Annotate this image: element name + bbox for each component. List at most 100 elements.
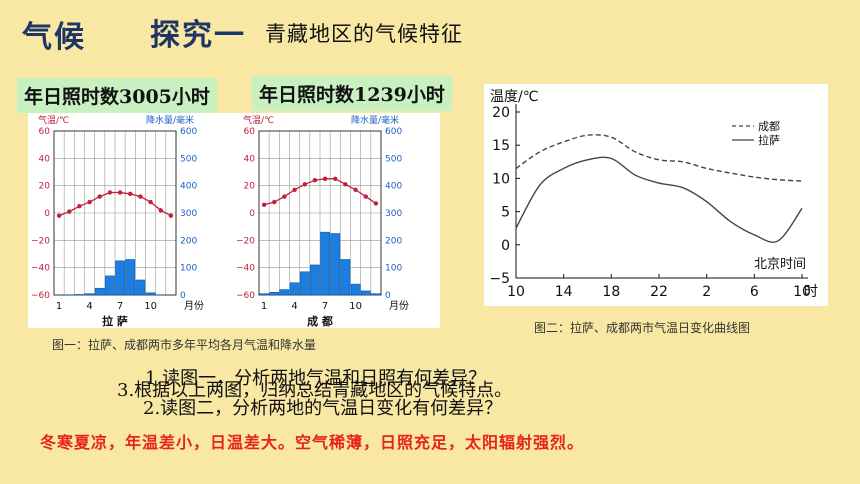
month-tick-label: 7 [117,301,123,312]
temp-tick-label: 20 [39,182,51,192]
temp-axis-label: 气温/℃ [243,114,274,126]
temperature-point [97,194,102,199]
temperature-point [87,199,92,205]
city-label: 拉 萨 [102,314,128,328]
precip-bar [145,292,156,296]
y-axis-label: 温度/℃ [490,89,538,105]
month-tick-label: 7 [322,301,328,312]
temperature-point [322,176,328,182]
x-tick-label: 10 [507,284,525,300]
temp-tick-label: −40 [236,264,255,274]
y-tick-label: 10 [492,171,510,187]
temp-tick-label: 0 [249,209,255,219]
temp-tick-label: −60 [31,291,50,301]
temperature-point [363,194,368,199]
precip-bar [340,259,351,296]
chengdu-sunshine-tag: 年日照时数1239小时 [252,76,452,111]
precip-tick-label: 500 [180,154,197,164]
precip-bar [259,293,269,296]
precip-bar [125,259,136,296]
month-tick-label: 月份 [184,300,204,312]
climate-charts-panel: 气温/℃ 降水量/毫米 60 40 20 0 −20 −40 −60 600 500 400 300 20… [28,113,440,328]
y-tick-label: 20 [492,105,510,121]
question-1: 1.读图一，分析两地气温和日照有何差异？ [145,368,487,389]
x-tick-label: 22 [650,284,668,300]
month-tick-label: 月份 [389,300,409,312]
temperature-point [128,191,133,197]
temperature-point [373,201,379,206]
x-tick-label: 2 [702,284,711,300]
temp-tick-label: 40 [244,154,256,164]
month-tick-label: 1 [56,301,62,312]
x-axis-label: 北京时间 [754,257,806,272]
x-tick-label: 18 [602,284,620,300]
temp-tick-label: −20 [236,236,255,246]
precip-bar [299,271,310,296]
temperature-point [312,178,318,183]
precip-bar [310,264,320,296]
temperature-point [333,176,338,182]
temp-tick-label: 0 [44,209,50,219]
slide-subtitle: 青藏地区的气候特征 [265,22,463,46]
precip-bar [105,275,115,296]
legend-label: 成都 [758,120,780,133]
precip-tick-label: 600 [180,127,197,137]
precip-bar [74,294,85,296]
x-tick-label: 10 [793,284,811,300]
precip-bar [115,260,125,296]
city-label: 成 都 [307,314,333,328]
x-unit-label: 时 [804,284,818,300]
temp-tick-label: 60 [39,127,51,137]
temperature-point [77,203,82,209]
temperature-point [138,194,143,199]
precip-axis-label: 降水量/毫米 [146,114,194,126]
precip-tick-label: 300 [180,209,197,219]
precip-axis-label: 降水量/毫米 [351,114,399,126]
precip-bar [371,293,381,296]
figure-1-caption: 图一：拉萨、成都两市多年平均各月气温和降水量 [52,338,317,352]
temperature-point [272,199,277,205]
precip-bar [330,233,341,296]
temperature-point [302,182,307,187]
temperature-point [343,182,348,187]
y-tick-label: 0 [501,238,510,254]
y-tick-label: 5 [501,205,510,221]
month-tick-label: 1 [261,301,267,312]
answer-text: 冬寒夏凉，年温差小，日温差大。空气稀薄，日照充足，太阳辐射强烈。 [40,433,585,452]
precip-tick-label: 400 [180,182,197,192]
lhasa-sunshine-tag: 年日照时数3005小时 [17,78,217,113]
month-tick-label: 4 [86,301,92,312]
temperature-point [292,187,297,192]
temperature-point [282,194,287,199]
month-tick-label: 10 [144,301,157,312]
temp-tick-label: 60 [244,127,256,137]
temp-tick-label: −60 [236,291,255,301]
precip-bar [279,289,290,296]
temperature-point [148,199,153,205]
precip-bar [135,279,146,296]
precip-tick-label: 500 [385,154,402,164]
precip-tick-label: 200 [385,236,402,246]
precip-bar [360,290,371,296]
x-tick-label: 14 [555,284,573,300]
temp-tick-label: 40 [39,154,51,164]
temperature-point [261,202,267,207]
temp-tick-label: −40 [31,264,50,274]
temperature-point [158,208,163,213]
temp-axis-label: 气温/℃ [38,114,69,126]
diurnal-chart-panel: 温度/℃ 20 15 10 5 0 −5 10 14 18 22 2 6 10 时北京时间 成都 拉萨 [484,84,828,306]
y-tick-label: 15 [492,138,510,154]
precip-tick-label: 200 [180,236,197,246]
figure-2-caption: 图二：拉萨、成都两市气温日变化曲线图 [534,321,751,335]
question-2: 2.读图二，分析两地的气温日变化有何差异？ [143,398,503,419]
precip-tick-label: 0 [385,291,391,301]
lhasa-series-line [515,156,803,243]
x-tick-label: 6 [750,284,759,300]
topic-title: 气候 [22,20,86,55]
precip-tick-label: 400 [385,182,402,192]
precip-bar [269,292,280,296]
y-tick-label: −5 [489,271,510,287]
temperature-point [67,209,72,214]
plot-frame [258,130,382,296]
legend-label: 拉萨 [758,133,780,147]
